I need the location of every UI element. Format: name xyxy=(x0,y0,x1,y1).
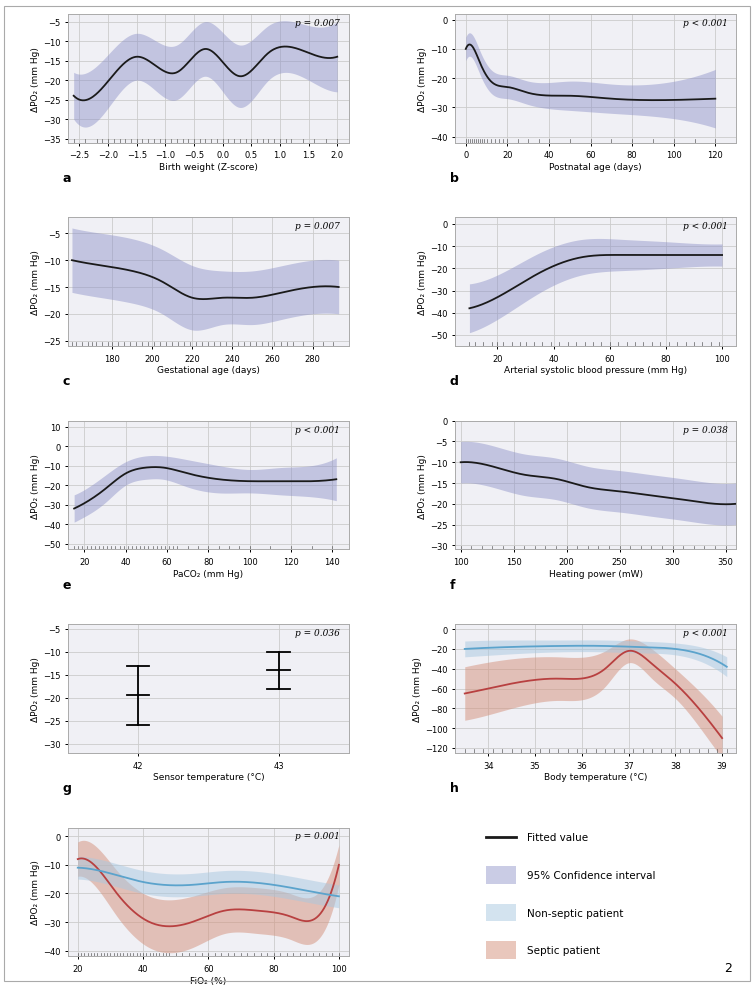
Text: p < 0.001: p < 0.001 xyxy=(683,222,728,231)
Text: b: b xyxy=(450,172,458,184)
Text: p = 0.001: p = 0.001 xyxy=(295,831,341,841)
X-axis label: PaCO₂ (mm Hg): PaCO₂ (mm Hg) xyxy=(173,569,243,579)
Text: p < 0.001: p < 0.001 xyxy=(295,425,341,434)
X-axis label: Gestational age (days): Gestational age (days) xyxy=(157,366,260,375)
Text: c: c xyxy=(63,375,69,387)
Text: p < 0.001: p < 0.001 xyxy=(683,19,728,28)
Text: f: f xyxy=(450,578,455,592)
Y-axis label: ΔPO₂ (mm Hg): ΔPO₂ (mm Hg) xyxy=(413,657,422,721)
Text: p = 0.007: p = 0.007 xyxy=(295,222,341,231)
Y-axis label: ΔPO₂ (mm Hg): ΔPO₂ (mm Hg) xyxy=(31,860,40,925)
Y-axis label: ΔPO₂ (mm Hg): ΔPO₂ (mm Hg) xyxy=(418,250,427,315)
Y-axis label: ΔPO₂ (mm Hg): ΔPO₂ (mm Hg) xyxy=(31,46,40,111)
X-axis label: Postnatal age (days): Postnatal age (days) xyxy=(550,163,642,172)
Text: Fitted value: Fitted value xyxy=(527,832,588,843)
Text: d: d xyxy=(450,375,458,387)
X-axis label: Body temperature (°C): Body temperature (°C) xyxy=(544,773,648,782)
Text: g: g xyxy=(63,782,71,795)
Text: p < 0.001: p < 0.001 xyxy=(683,628,728,637)
Y-axis label: ΔPO₂ (mm Hg): ΔPO₂ (mm Hg) xyxy=(31,250,40,315)
Text: a: a xyxy=(63,172,71,184)
Text: 2: 2 xyxy=(725,961,732,974)
Y-axis label: ΔPO₂ (mm Hg): ΔPO₂ (mm Hg) xyxy=(31,657,40,721)
X-axis label: Heating power (mW): Heating power (mW) xyxy=(549,569,643,579)
X-axis label: Arterial systolic blood pressure (mm Hg): Arterial systolic blood pressure (mm Hg) xyxy=(504,366,687,375)
X-axis label: FiO₂ (%): FiO₂ (%) xyxy=(190,976,226,985)
Y-axis label: ΔPO₂ (mm Hg): ΔPO₂ (mm Hg) xyxy=(418,46,427,111)
Text: p = 0.007: p = 0.007 xyxy=(295,19,341,28)
Text: e: e xyxy=(63,578,71,592)
Text: Septic patient: Septic patient xyxy=(527,945,600,955)
Text: h: h xyxy=(450,782,458,795)
Text: i: i xyxy=(63,985,66,986)
X-axis label: Birth weight (Z-score): Birth weight (Z-score) xyxy=(159,163,257,172)
Y-axis label: ΔPO₂ (mm Hg): ΔPO₂ (mm Hg) xyxy=(31,454,40,518)
Text: p = 0.038: p = 0.038 xyxy=(683,425,728,434)
Text: Non-septic patient: Non-septic patient xyxy=(527,907,624,918)
Text: p = 0.036: p = 0.036 xyxy=(295,628,341,637)
X-axis label: Sensor temperature (°C): Sensor temperature (°C) xyxy=(153,773,264,782)
Text: 95% Confidence interval: 95% Confidence interval xyxy=(527,870,655,880)
Y-axis label: ΔPO₂ (mm Hg): ΔPO₂ (mm Hg) xyxy=(418,454,427,518)
